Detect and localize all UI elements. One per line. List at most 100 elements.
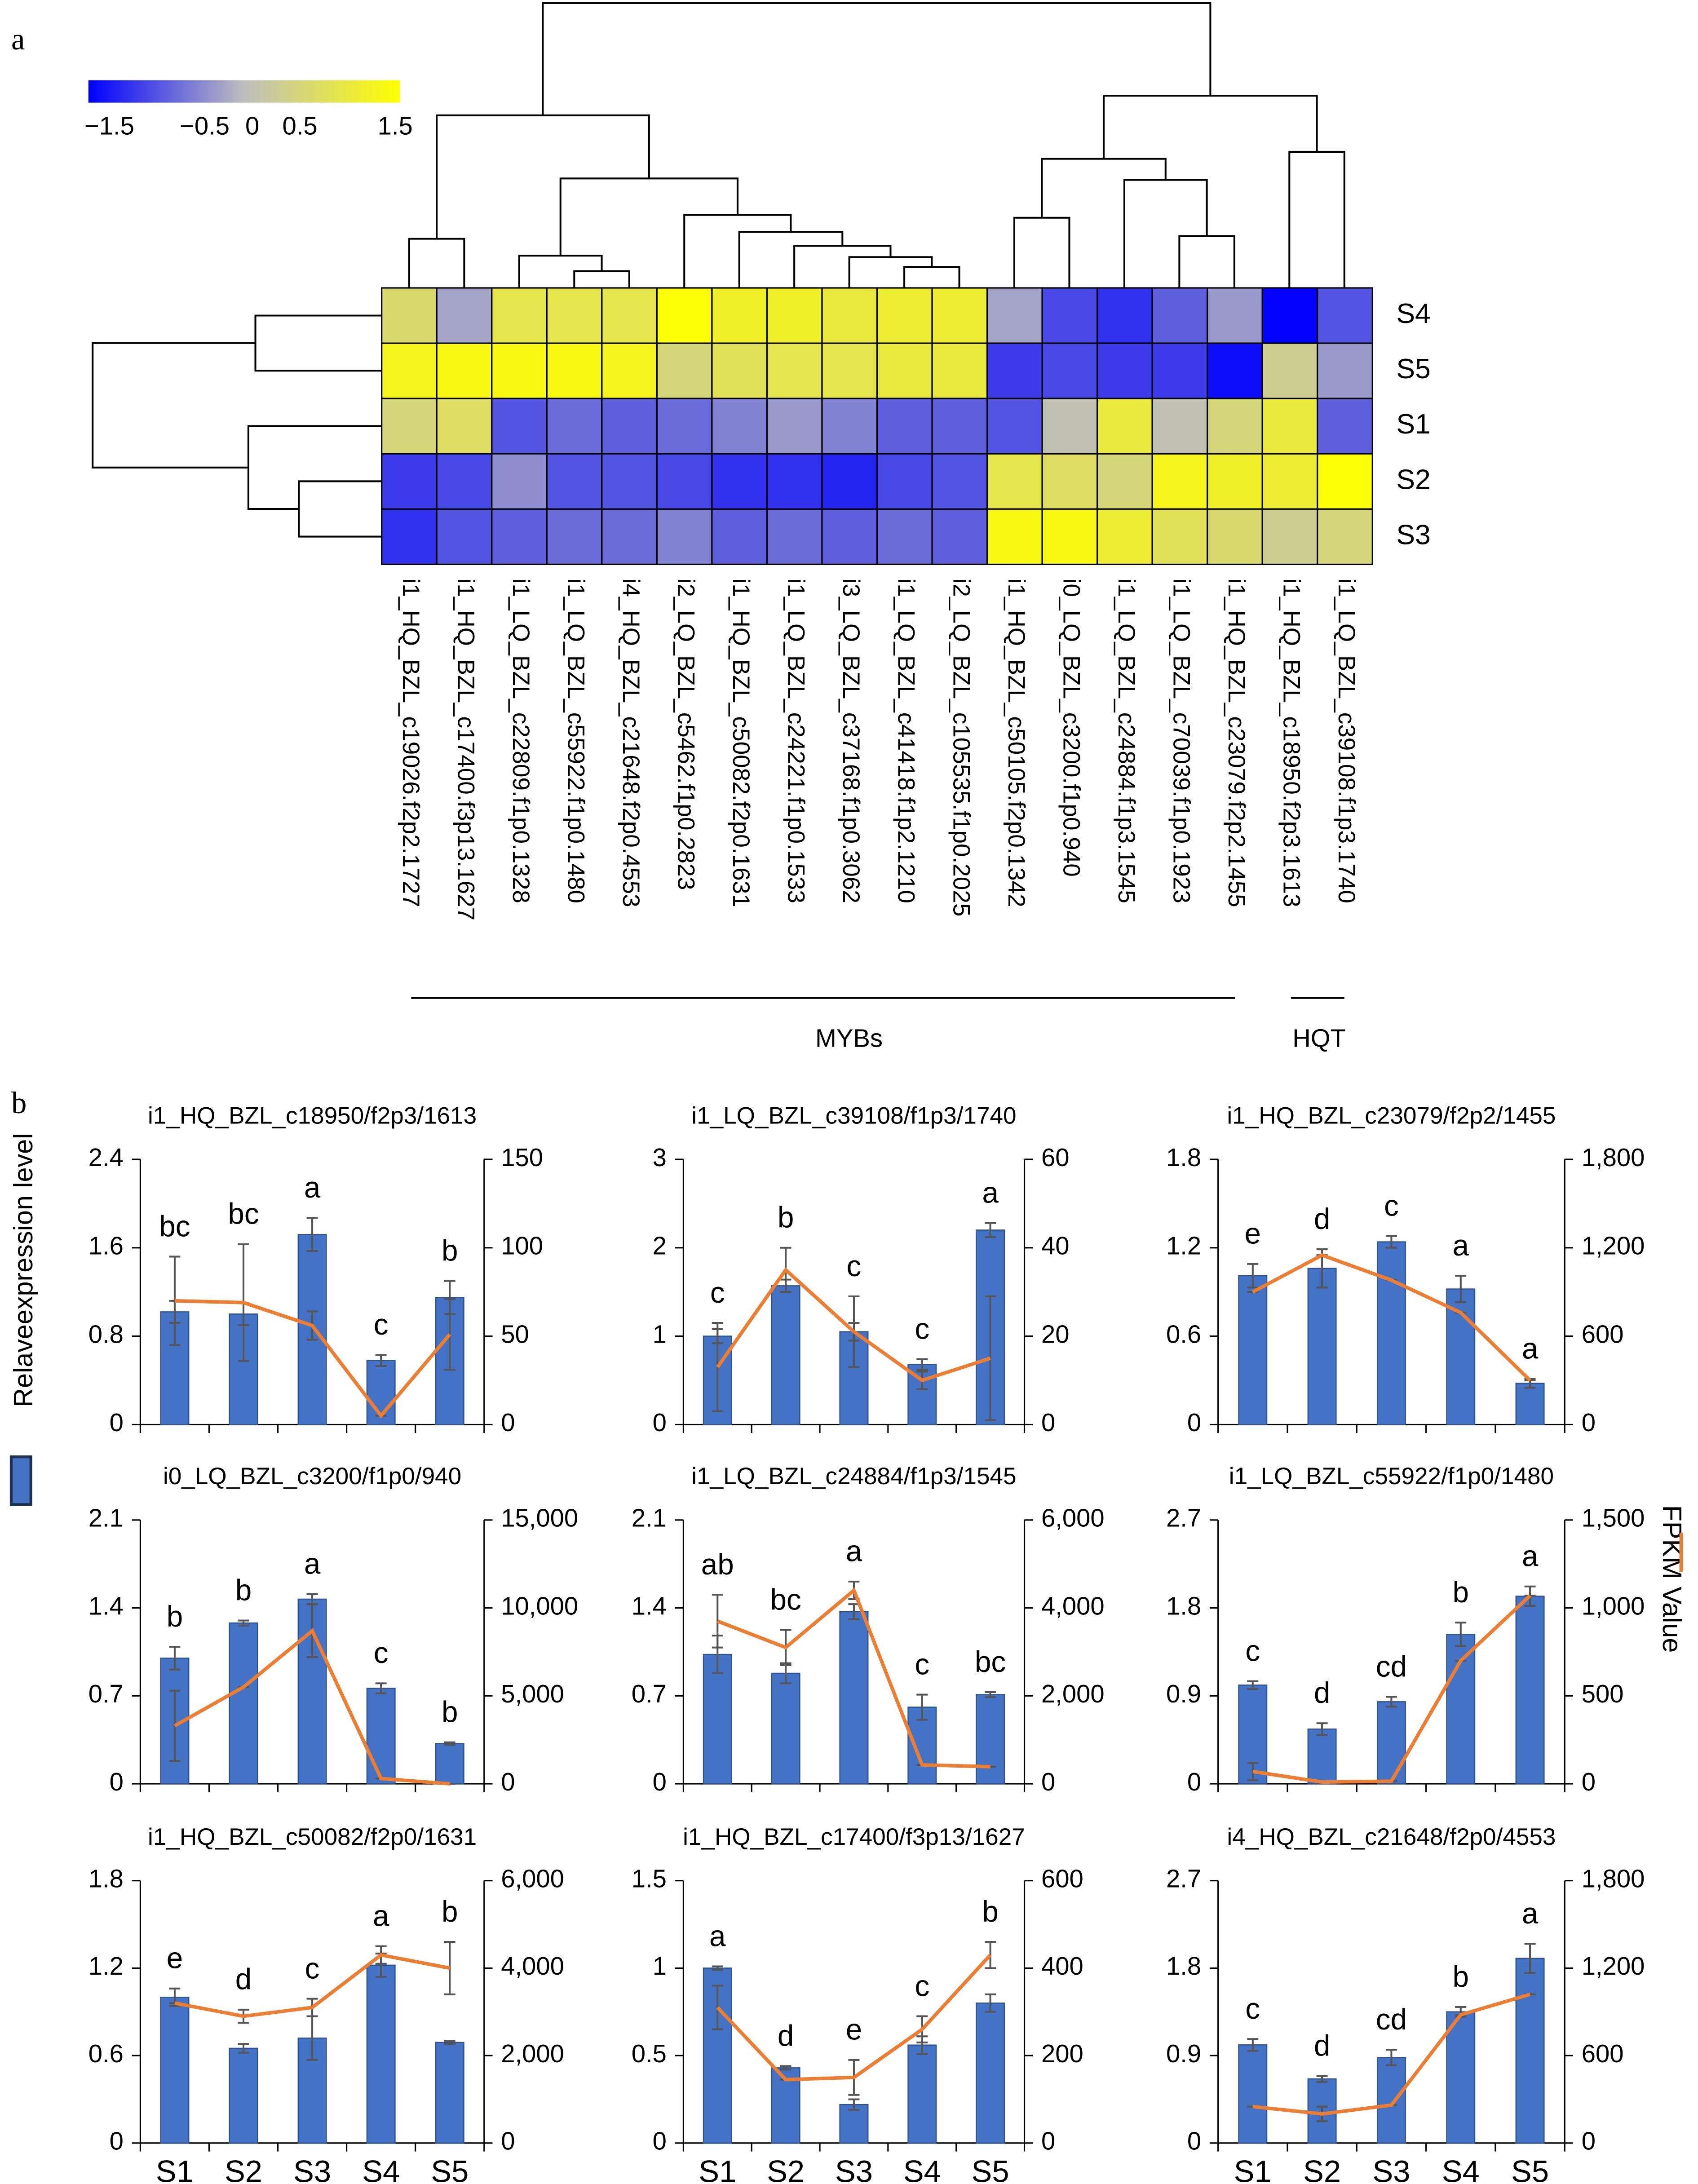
heatmap-cell xyxy=(656,287,713,344)
bar xyxy=(160,1997,190,2144)
error-bar xyxy=(780,2065,792,2071)
colorbar-tick-label: 0.5 xyxy=(283,112,318,140)
error-bar xyxy=(1455,1622,1467,1647)
column-label: i2_LQ_BZL_c5462.f1p0.2823 xyxy=(673,579,699,890)
significance-letter: cd xyxy=(1376,2003,1407,2036)
heatmap-cell xyxy=(491,342,548,399)
column-label: i1_HQ_BZL_c50082.f2p0.1631 xyxy=(728,579,754,907)
heatmap-cell xyxy=(1097,398,1153,455)
significance-letter: c xyxy=(915,1648,929,1680)
significance-letter: c xyxy=(915,1969,929,2002)
y2-tick-label: 0 xyxy=(501,2127,515,2155)
significance-letter: a xyxy=(1522,1332,1539,1365)
column-label: i1_HQ_BZL_c18950.f2p3.1613 xyxy=(1278,579,1304,907)
heatmap-cell xyxy=(656,508,713,565)
y2-tick-label: 600 xyxy=(1582,2039,1624,2068)
line-error-bar xyxy=(985,1941,996,1969)
y2-tick-label: 100 xyxy=(501,1232,543,1260)
significance-letter: c xyxy=(1245,1992,1260,2025)
heatmap-cell xyxy=(1261,287,1318,344)
heatmap-cell xyxy=(931,508,988,565)
column-label: i1_LQ_BZL_c70039.f1p0.1923 xyxy=(1168,579,1194,903)
fpkm-line xyxy=(716,1587,990,1768)
x-tick-label: S4 xyxy=(1442,2154,1480,2184)
y-tick-label: 2.7 xyxy=(1166,1865,1201,1893)
y2-tick-label: 6,000 xyxy=(501,1865,564,1893)
heatmap-cell xyxy=(931,287,988,344)
y-tick-label: 2.1 xyxy=(88,1504,124,1532)
x-tick-label: S5 xyxy=(972,2154,1009,2184)
significance-letter: b xyxy=(982,1895,998,1928)
x-tick-label: S1 xyxy=(699,2154,736,2184)
error-bar xyxy=(1247,1263,1259,1289)
significance-letter: e xyxy=(1245,1217,1261,1250)
heatmap-cell xyxy=(601,287,658,344)
heatmap-cell xyxy=(1207,453,1263,510)
heatmap-cell xyxy=(821,508,878,565)
fpkm-line xyxy=(716,1267,991,1383)
heatmap-cell xyxy=(436,398,493,455)
error-bar xyxy=(1247,2038,1259,2052)
y-tick-label: 0 xyxy=(110,1408,124,1437)
error-bar xyxy=(444,1741,455,1746)
significance-letter: d xyxy=(235,1963,252,1996)
y-tick-label: 1 xyxy=(653,1320,667,1348)
heatmap-cell xyxy=(1317,508,1373,565)
y-tick-label: 1.2 xyxy=(88,1952,124,1980)
heatmap-cell xyxy=(1207,287,1263,344)
heatmap-cell xyxy=(1317,398,1373,455)
x-tick-label: S2 xyxy=(1303,2154,1341,2184)
y-tick-label: 0.7 xyxy=(88,1680,124,1708)
column-label: i1_LQ_BZL_c39108.f1p3.1740 xyxy=(1333,579,1360,903)
y-tick-label: 0.8 xyxy=(88,1320,124,1348)
heatmap-cell xyxy=(986,398,1043,455)
heatmap-cell xyxy=(986,287,1043,344)
chart-title: i0_LQ_BZL_c3200/f1p0/940 xyxy=(163,1463,461,1490)
x-tick-label: S3 xyxy=(835,2154,873,2184)
bar xyxy=(1376,1701,1406,1785)
x-tick-label: S1 xyxy=(1234,2154,1272,2184)
bar xyxy=(976,2003,1005,2144)
heatmap-cell xyxy=(1207,508,1263,565)
y-tick-label: 0 xyxy=(1187,1408,1201,1437)
heatmap-cell xyxy=(1097,453,1153,510)
chart-title: i1_LQ_BZL_c24884/f1p3/1545 xyxy=(691,1463,1016,1490)
row-label: S4 xyxy=(1396,298,1430,329)
line-error-bar xyxy=(1247,1762,1259,1782)
y2-tick-label: 5,000 xyxy=(501,1680,564,1708)
significance-letter: a xyxy=(373,1900,389,1932)
heatmap-cell xyxy=(986,342,1043,399)
row-label: S3 xyxy=(1396,519,1430,550)
heatmap-cell xyxy=(711,287,768,344)
y2-tick-label: 200 xyxy=(1041,2039,1083,2068)
significance-letter: a xyxy=(304,1547,321,1580)
heatmap-cell xyxy=(1151,287,1208,344)
significance-letter: bc xyxy=(159,1210,190,1242)
heatmap-cell xyxy=(931,453,988,510)
x-tick-label: S3 xyxy=(293,2154,331,2184)
column-label: i4_HQ_BZL_c21648.f2p0.4553 xyxy=(618,579,644,907)
error-bar xyxy=(1524,1943,1536,1974)
significance-letter: b xyxy=(1452,1960,1468,1993)
heatmap-cell xyxy=(1317,342,1373,399)
significance-letter: c xyxy=(305,1952,320,1985)
heatmap-cell xyxy=(546,508,603,565)
column-label: i1_HQ_BZL_c19026.f2p2.1727 xyxy=(398,579,424,907)
y2-tick-label: 20 xyxy=(1041,1320,1070,1348)
significance-letter: b xyxy=(442,1895,458,1928)
y-tick-label: 0.5 xyxy=(632,2039,667,2068)
heatmap-cell xyxy=(1151,398,1208,455)
bar xyxy=(435,2042,464,2144)
heatmap-cell xyxy=(656,342,713,399)
error-bar xyxy=(985,1222,996,1238)
chart-title: i4_HQ_BZL_c21648/f2p0/4553 xyxy=(1227,1824,1556,1850)
significance-letter: c xyxy=(374,1308,389,1341)
significance-letter: b xyxy=(442,1234,458,1267)
significance-letter: e xyxy=(167,1942,183,1975)
error-bar xyxy=(1316,2075,1328,2083)
bar xyxy=(1515,1596,1545,1785)
y-tick-label: 0 xyxy=(653,2127,667,2155)
column-label: i0_LQ_BZL_c3200.f1p0.940 xyxy=(1058,579,1084,877)
error-bar xyxy=(444,2040,455,2045)
